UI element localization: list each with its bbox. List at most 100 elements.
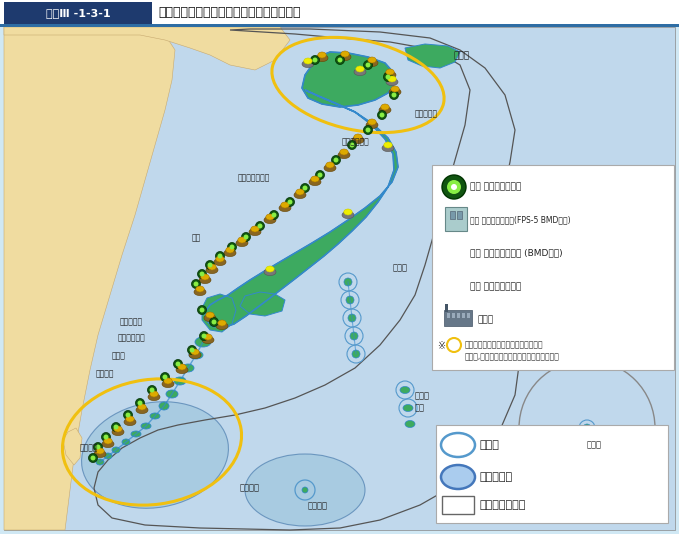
Ellipse shape xyxy=(201,274,209,280)
Circle shape xyxy=(90,456,96,460)
Ellipse shape xyxy=(379,106,391,114)
Ellipse shape xyxy=(196,286,204,292)
Ellipse shape xyxy=(124,419,136,426)
Circle shape xyxy=(390,90,399,99)
Polygon shape xyxy=(205,90,398,328)
Circle shape xyxy=(346,296,354,304)
Circle shape xyxy=(348,140,356,150)
Ellipse shape xyxy=(136,406,148,414)
Ellipse shape xyxy=(339,53,351,60)
Text: 空自 レーダーサイト (BMD対応): 空自 レーダーサイト (BMD対応) xyxy=(470,248,563,257)
Ellipse shape xyxy=(114,426,122,432)
Ellipse shape xyxy=(384,142,392,148)
Ellipse shape xyxy=(265,214,274,220)
Ellipse shape xyxy=(178,364,186,370)
Ellipse shape xyxy=(238,237,246,243)
Ellipse shape xyxy=(206,266,218,273)
Text: 八丈島: 八丈島 xyxy=(393,263,408,272)
Ellipse shape xyxy=(265,266,274,272)
Circle shape xyxy=(174,359,183,368)
Circle shape xyxy=(124,411,132,420)
Ellipse shape xyxy=(386,78,398,85)
Ellipse shape xyxy=(189,351,201,359)
FancyBboxPatch shape xyxy=(436,425,668,523)
Polygon shape xyxy=(302,52,395,107)
Ellipse shape xyxy=(342,211,354,218)
Circle shape xyxy=(198,305,206,315)
Circle shape xyxy=(447,180,461,194)
Text: 尖閣諸島: 尖閣諸島 xyxy=(96,370,115,379)
Ellipse shape xyxy=(384,72,396,78)
Ellipse shape xyxy=(441,465,475,489)
Circle shape xyxy=(212,319,217,325)
Circle shape xyxy=(255,222,265,231)
FancyBboxPatch shape xyxy=(457,211,462,219)
Ellipse shape xyxy=(174,377,186,385)
Ellipse shape xyxy=(245,454,365,526)
Circle shape xyxy=(301,184,310,192)
Circle shape xyxy=(202,334,206,339)
Circle shape xyxy=(363,60,373,69)
Circle shape xyxy=(344,278,352,286)
Circle shape xyxy=(191,279,200,288)
FancyBboxPatch shape xyxy=(4,27,675,530)
Ellipse shape xyxy=(444,283,464,295)
Ellipse shape xyxy=(131,431,141,437)
Ellipse shape xyxy=(138,404,146,410)
Circle shape xyxy=(302,487,308,493)
Ellipse shape xyxy=(302,60,314,68)
Circle shape xyxy=(335,56,344,65)
Circle shape xyxy=(210,318,219,326)
Ellipse shape xyxy=(148,394,160,400)
Circle shape xyxy=(378,111,386,120)
Ellipse shape xyxy=(159,402,169,410)
Ellipse shape xyxy=(352,136,364,144)
Ellipse shape xyxy=(318,52,326,58)
Ellipse shape xyxy=(224,249,236,257)
Ellipse shape xyxy=(340,149,348,155)
Circle shape xyxy=(194,281,198,286)
Circle shape xyxy=(149,388,155,392)
Ellipse shape xyxy=(81,402,228,508)
Ellipse shape xyxy=(316,54,328,61)
Circle shape xyxy=(350,332,358,340)
Ellipse shape xyxy=(141,423,151,429)
Ellipse shape xyxy=(326,162,334,168)
Circle shape xyxy=(198,270,206,279)
Text: 図表Ⅲ -1-3-1: 図表Ⅲ -1-3-1 xyxy=(45,8,110,18)
Ellipse shape xyxy=(96,448,104,454)
Ellipse shape xyxy=(194,288,206,296)
Circle shape xyxy=(160,373,170,381)
Circle shape xyxy=(215,252,225,261)
Circle shape xyxy=(365,62,371,67)
Ellipse shape xyxy=(126,416,134,422)
Circle shape xyxy=(350,143,354,147)
Text: 与那国島: 与那国島 xyxy=(80,444,98,452)
Circle shape xyxy=(392,92,397,98)
Circle shape xyxy=(200,308,204,312)
Text: ※: ※ xyxy=(437,341,445,351)
Circle shape xyxy=(111,422,120,431)
Ellipse shape xyxy=(341,51,349,57)
Circle shape xyxy=(244,234,249,239)
Circle shape xyxy=(136,398,145,407)
Text: 早期警戒機: 早期警戒機 xyxy=(120,318,143,326)
Circle shape xyxy=(187,345,196,355)
Circle shape xyxy=(206,261,215,270)
Ellipse shape xyxy=(264,216,276,224)
Ellipse shape xyxy=(182,364,194,372)
Ellipse shape xyxy=(150,413,160,419)
FancyBboxPatch shape xyxy=(462,313,465,318)
FancyBboxPatch shape xyxy=(467,313,470,318)
Ellipse shape xyxy=(391,86,399,92)
Polygon shape xyxy=(4,27,290,70)
Ellipse shape xyxy=(112,447,120,453)
Text: はあくまで警戒監視範域のイメージ図
であり,実際の正確な警戒監視範囲ではない。: はあくまで警戒監視範域のイメージ図 であり,実際の正確な警戒監視範囲ではない。 xyxy=(465,340,560,362)
Ellipse shape xyxy=(166,390,178,398)
Ellipse shape xyxy=(199,277,211,284)
Circle shape xyxy=(242,232,251,241)
Ellipse shape xyxy=(354,68,366,76)
FancyBboxPatch shape xyxy=(444,310,472,326)
Circle shape xyxy=(287,200,293,205)
Ellipse shape xyxy=(216,256,224,262)
